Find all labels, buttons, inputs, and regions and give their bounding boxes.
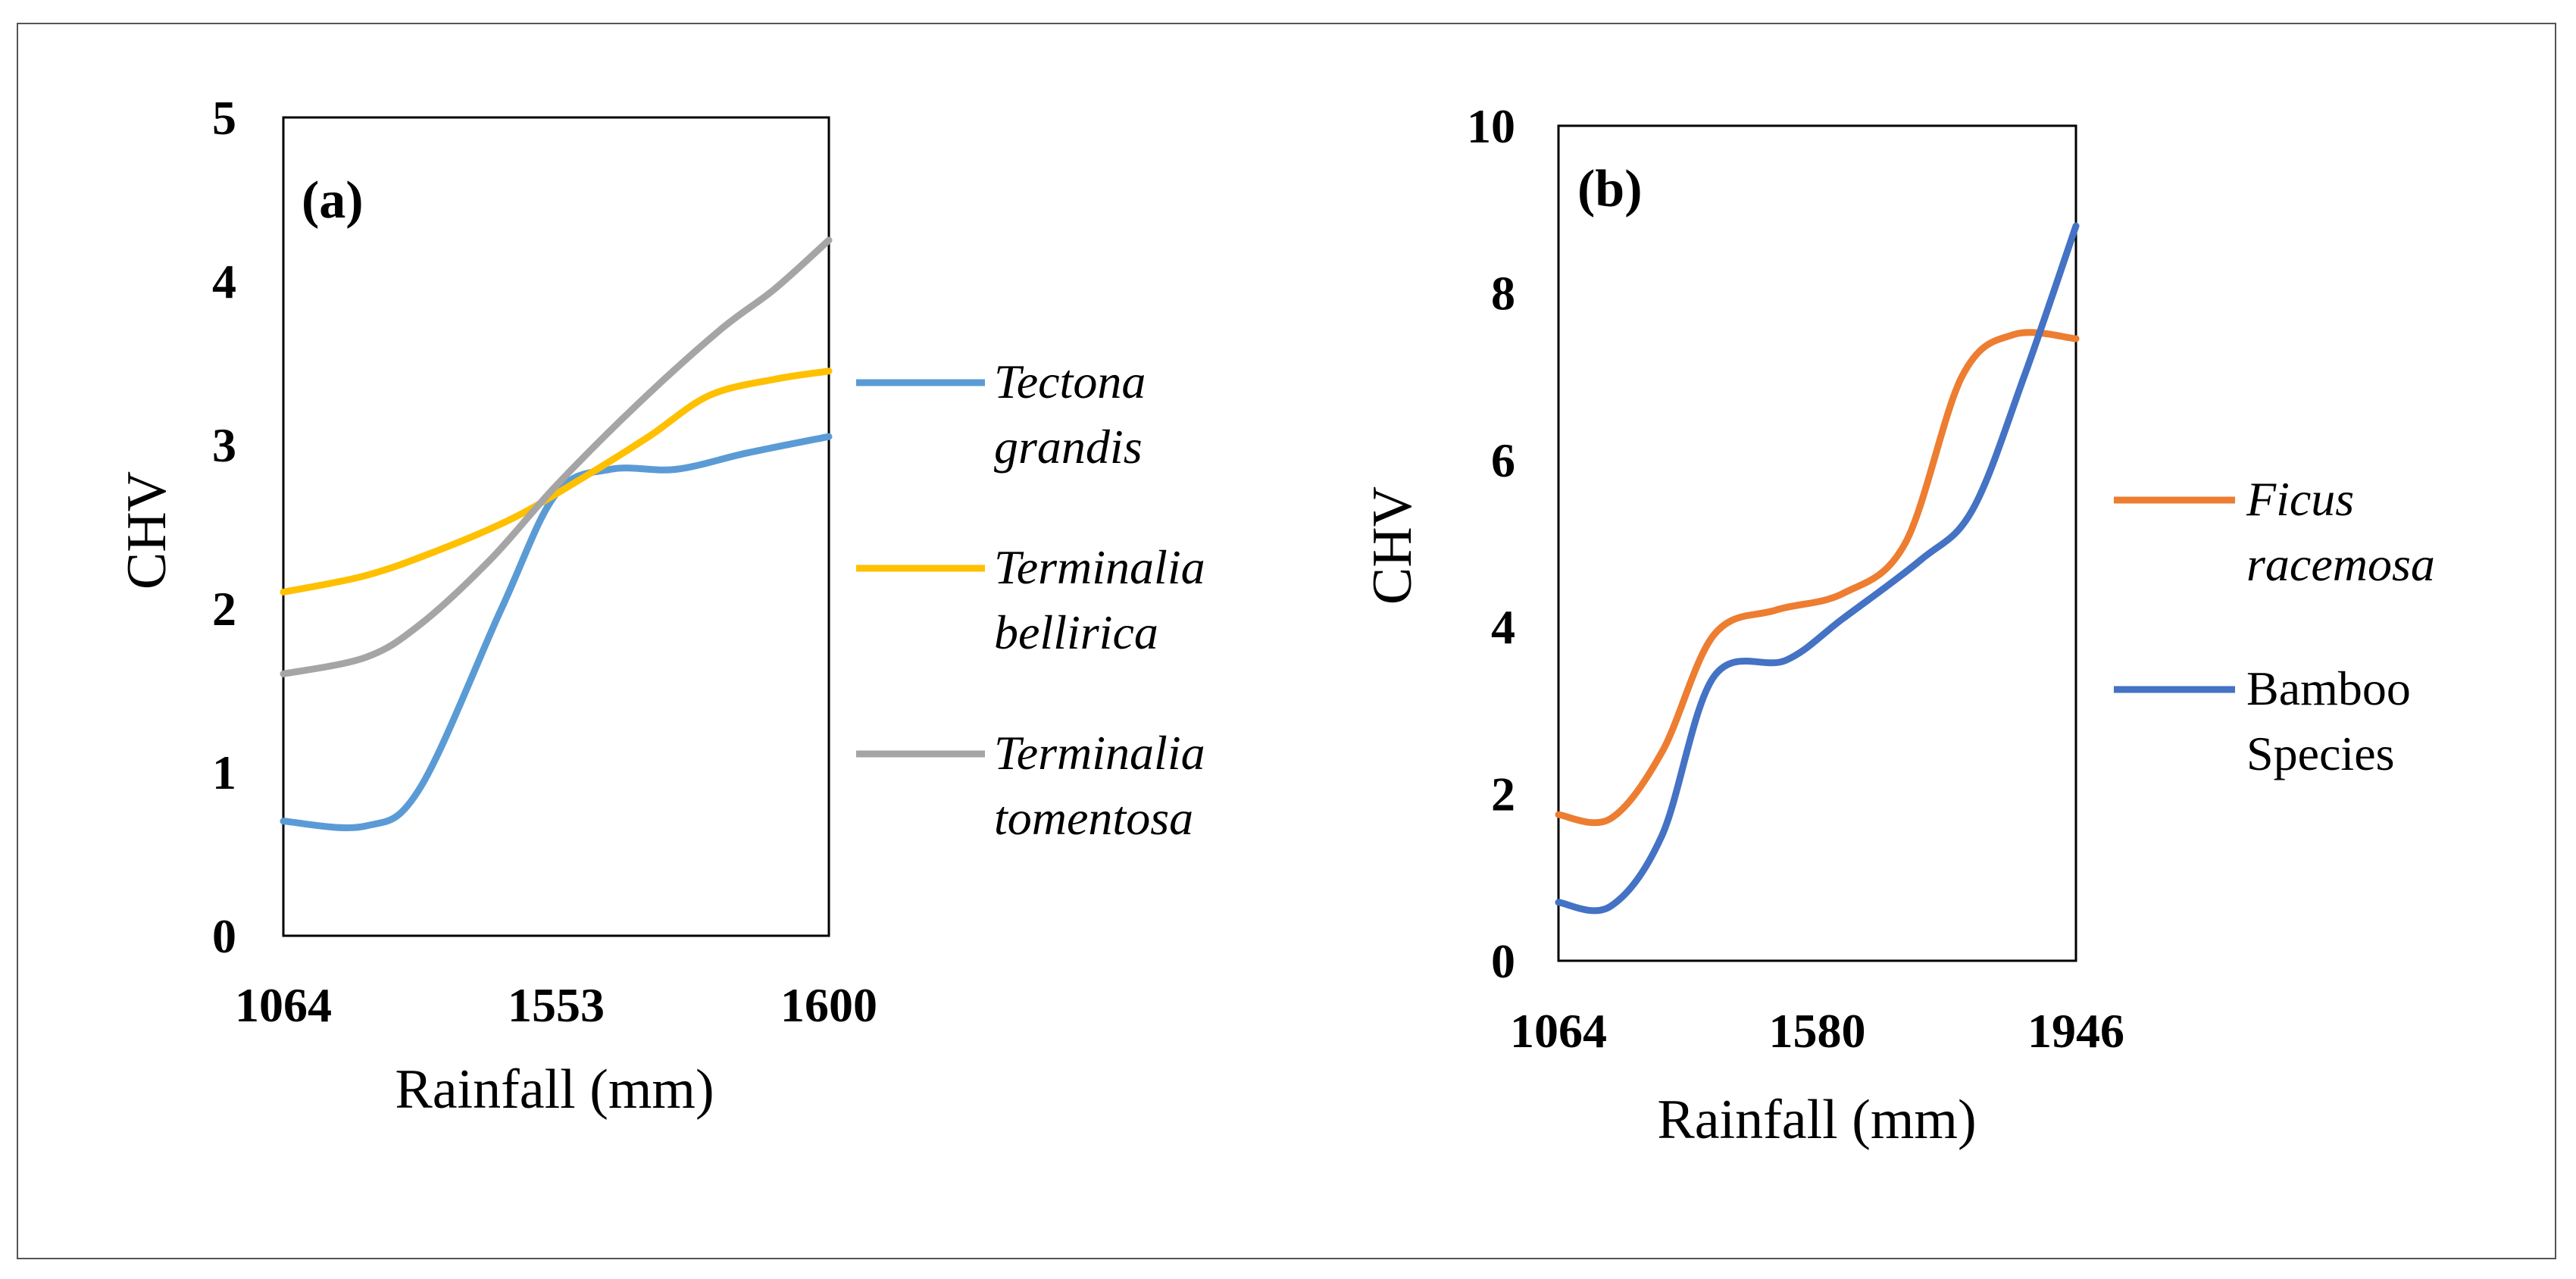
legend-label-terminalia-tomentosa: tomentosa [994, 791, 1193, 845]
y-tick-label-a: 1 [212, 746, 236, 799]
figure-frame [17, 23, 2556, 1259]
y-tick-label-b: 6 [1491, 433, 1515, 487]
legend-label-bamboo-species: Species [2246, 727, 2395, 780]
y-tick-label-b: 4 [1491, 600, 1515, 654]
y-tick-label-a: 4 [212, 255, 236, 308]
panel-label-a: (a) [302, 171, 364, 230]
plot-area-b [1557, 124, 2077, 962]
x-tick-label-b: 1946 [2027, 1004, 2124, 1058]
legend-label-terminalia-bellirica: bellirica [994, 605, 1158, 659]
y-tick-label-b: 10 [1467, 99, 1515, 153]
series-line-bamboo-species [1555, 222, 2080, 915]
y-tick-label-b: 8 [1491, 266, 1515, 320]
legend-label-ficus-racemosa: Ficus [2246, 472, 2354, 526]
legend-b: Ficus racemosa Bamboo Species [2114, 472, 2435, 780]
series-line-terminalia-bellirica [280, 367, 833, 596]
panel-label-b: (b) [1577, 160, 1643, 218]
x-axis-label-a: Rainfall (mm) [395, 1059, 714, 1121]
legend-label-terminalia-bellirica: Terminalia [994, 540, 1205, 594]
x-axis-label-b: Rainfall (mm) [1657, 1089, 1976, 1151]
plot-area-a [282, 116, 830, 937]
chart-b: 0 2 4 6 8 10 1064 1580 1946 (b) Rainfall (mm) C… [1361, 99, 2435, 1151]
y-tick-label-a: 5 [212, 91, 236, 145]
series-line-tectona-grandis [280, 433, 833, 831]
chart-a: 0 1 2 3 4 5 1064 1553 1600 (a) Rainfall (mm) CH… [116, 91, 1205, 1121]
y-tick-label-a: 2 [212, 582, 236, 636]
y-tick-label-a: 0 [212, 909, 236, 963]
x-tick-label-a: 1064 [235, 978, 332, 1032]
series-line-terminalia-tomentosa [280, 236, 833, 677]
legend-label-tectona-grandis: grandis [994, 420, 1143, 474]
legend-label-ficus-racemosa: racemosa [2246, 537, 2435, 591]
legend-label-tectona-grandis: Tectona [994, 355, 1146, 408]
x-tick-label-b: 1064 [1510, 1004, 1607, 1058]
legend-a: Tectona grandis Terminalia bellirica Termina… [856, 355, 1205, 845]
y-tick-label-a: 3 [212, 418, 236, 472]
y-axis-label-a: CHV [116, 471, 178, 589]
x-tick-label-b: 1580 [1769, 1004, 1866, 1058]
legend-label-terminalia-tomentosa: Terminalia [994, 726, 1205, 780]
x-tick-label-a: 1600 [780, 978, 877, 1032]
legend-label-bamboo-species: Bamboo [2246, 661, 2411, 715]
y-tick-label-b: 2 [1491, 768, 1515, 821]
x-tick-label-a: 1553 [508, 978, 605, 1032]
y-tick-label-b: 0 [1491, 934, 1515, 988]
y-axis-label-b: CHV [1361, 486, 1424, 605]
series-line-ficus-racemosa [1555, 329, 2080, 827]
